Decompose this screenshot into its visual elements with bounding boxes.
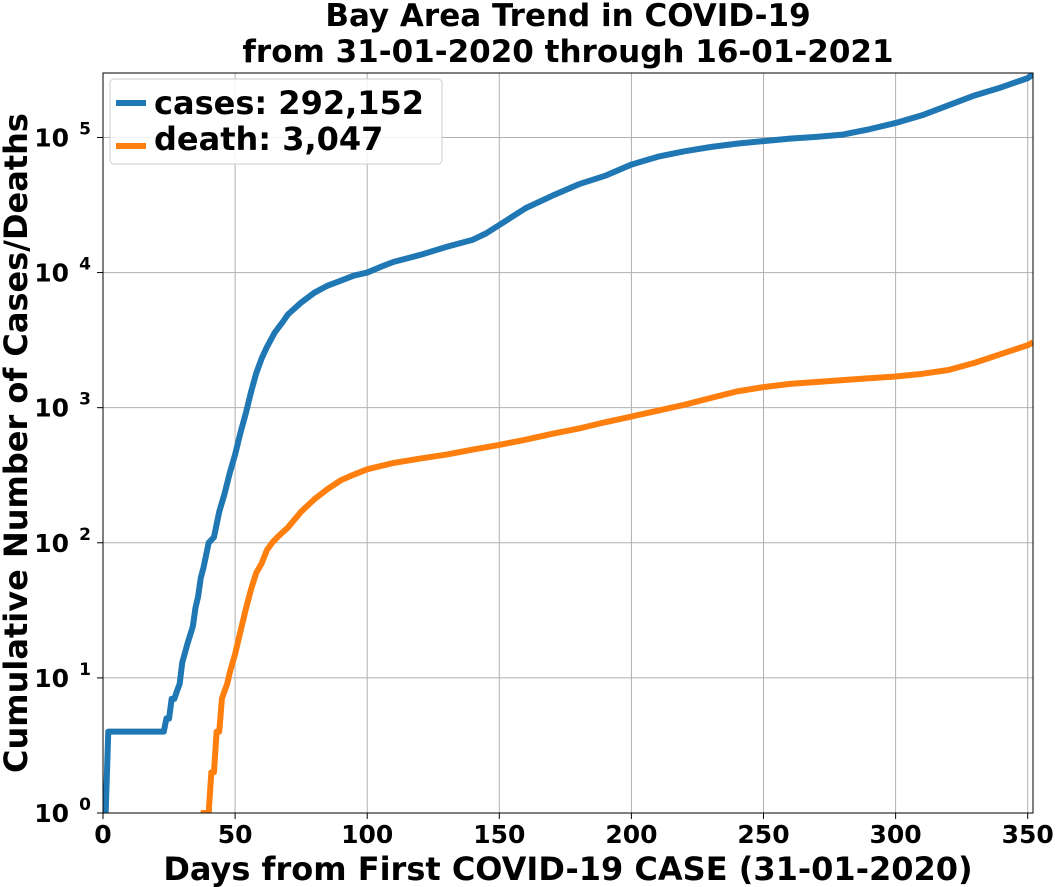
y-tick-label: 10 [34, 123, 69, 152]
x-tick-label: 300 [870, 820, 922, 849]
y-tick-exponent: 0 [79, 795, 91, 815]
x-tick-label: 350 [1002, 820, 1054, 849]
y-tick-exponent: 3 [79, 390, 91, 410]
chart-subtitle: from 31-01-2020 through 16-01-2021 [242, 34, 893, 70]
x-tick-label: 0 [94, 820, 111, 849]
y-tick-label: 10 [34, 664, 69, 693]
y-tick-label: 10 [34, 259, 69, 288]
chart-title: Bay Area Trend in COVID-19 [325, 0, 810, 34]
legend-label-cases: cases: 292,152 [154, 84, 424, 122]
x-tick-label: 250 [737, 820, 789, 849]
plot-frame [102, 72, 1034, 814]
y-axis-label: Cumulative Number of Cases/Deaths [0, 113, 35, 773]
y-tick-label: 10 [34, 799, 69, 828]
legend-box [109, 78, 443, 165]
series-line-death [200, 339, 1033, 813]
y-tick-label: 10 [34, 394, 69, 423]
x-tick-label: 100 [341, 820, 393, 849]
y-tick-exponent: 5 [79, 119, 91, 139]
y-tick-label: 10 [34, 529, 69, 558]
series-line-cases [103, 73, 1033, 813]
x-tick-label: 200 [605, 820, 657, 849]
y-tick-exponent: 1 [79, 660, 91, 680]
x-tick-label: 50 [218, 820, 253, 849]
series-layer [103, 73, 1033, 813]
x-tick-label: 150 [473, 820, 525, 849]
legend-label-death: death: 3,047 [154, 120, 383, 158]
y-tick-exponent: 4 [79, 255, 91, 275]
y-tick-exponent: 2 [79, 525, 91, 545]
x-axis-label: Days from First COVID-19 CASE (31-01-202… [163, 850, 972, 887]
legend: cases: 292,152 death: 3,047 [109, 78, 443, 165]
